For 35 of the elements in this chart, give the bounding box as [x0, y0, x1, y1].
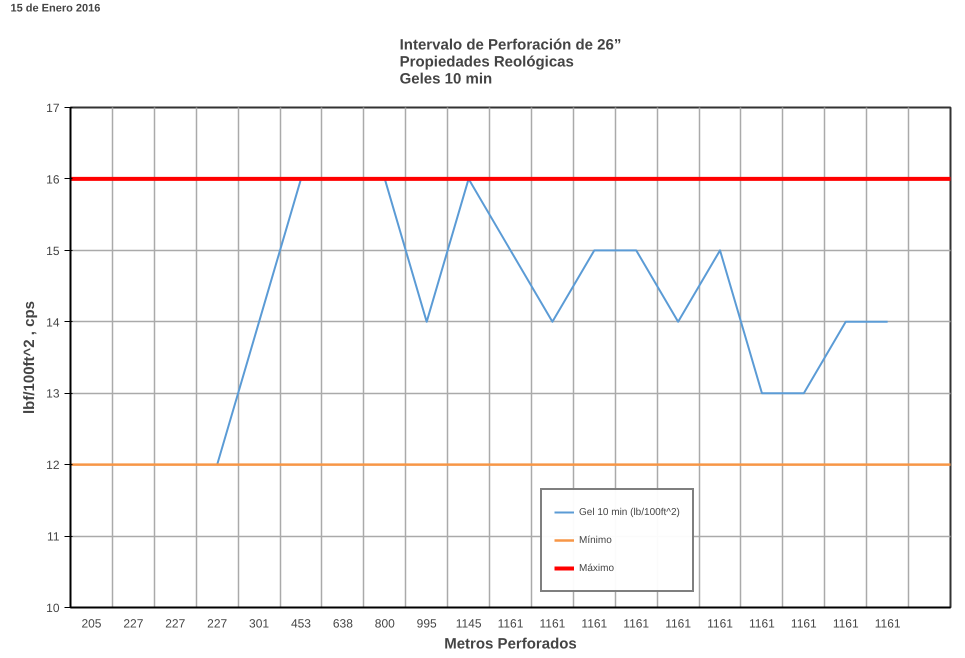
legend-label: Máximo [579, 562, 614, 574]
legend-label: Mínimo [579, 534, 612, 546]
x-tick-label: 1161 [832, 616, 859, 630]
x-tick-label: 227 [207, 616, 228, 630]
x-tick-label: 227 [123, 616, 144, 630]
x-tick-label: 1145 [456, 616, 482, 630]
y-tick-label: 13 [46, 386, 60, 401]
x-tick-label: 301 [249, 616, 270, 630]
x-tick-label: 1161 [707, 616, 734, 630]
x-tick-label: 1161 [665, 616, 692, 630]
x-tick-label: 1161 [749, 616, 776, 630]
x-tick-label: 995 [416, 616, 438, 630]
x-tick-label: 205 [81, 616, 102, 630]
x-tick-label: 1161 [790, 616, 818, 630]
x-tick-label: 227 [165, 616, 186, 630]
x-axis-title: Metros Perforados [444, 636, 577, 652]
y-tick-label: 15 [46, 244, 60, 258]
text: 15 de Enero 2016 [10, 2, 100, 14]
x-tick-label: 1161 [581, 616, 608, 630]
y-axis-title: lbf/100ft^2 , cps [21, 301, 38, 414]
y-tick-label: 10 [46, 601, 60, 615]
x-tick-label: 1161 [540, 616, 566, 630]
x-tick-label: 638 [332, 616, 354, 630]
x-tick-label: 1161 [874, 616, 901, 630]
x-tick-label: 453 [290, 616, 312, 630]
y-tick-label: 17 [46, 101, 60, 115]
y-tick-label: 16 [46, 172, 60, 186]
x-tick-label: 1161 [498, 616, 524, 630]
chart-title: Intervalo de Perforación de 26” Propiedades Reológicas Geles 10 min [400, 36, 622, 88]
y-tick-label: 12 [46, 458, 60, 472]
legend-label: Gel 10 min (lb/100ft^2) [579, 506, 680, 518]
x-tick-label: 800 [374, 616, 396, 630]
y-tick-label: 14 [46, 315, 60, 330]
x-tick-label: 1161 [623, 616, 650, 630]
y-tick-label: 11 [47, 530, 60, 544]
